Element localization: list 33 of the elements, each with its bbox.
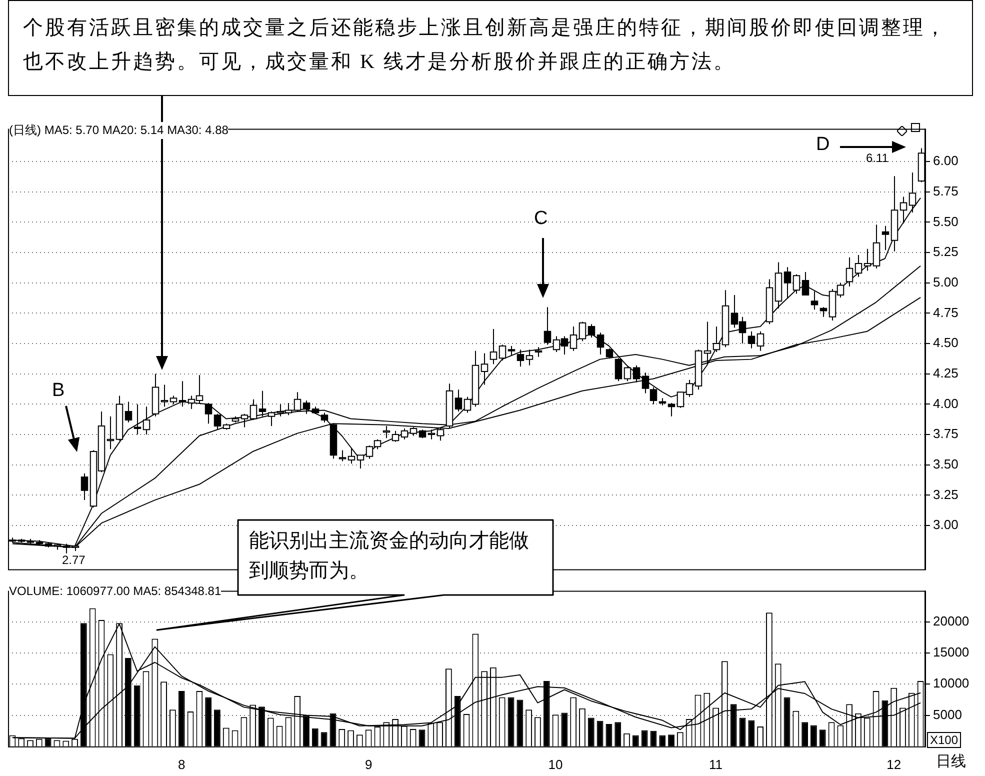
y-tick-label: 4.25 xyxy=(933,365,958,380)
y-tick-label: 5.25 xyxy=(933,244,958,260)
y-axis-title: X100 xyxy=(927,732,962,748)
chart-title: (日线) MA5: 5.70 MA20: 5.14 MA30: 4.88 xyxy=(9,122,228,139)
x-axis-title: 日线 xyxy=(936,752,966,771)
annotation: B xyxy=(52,380,65,402)
chart-title: VOLUME: 1060977.00 MA5: 854348.81 xyxy=(9,584,222,598)
y-tick-label: 4.75 xyxy=(933,304,958,320)
annotation: C xyxy=(534,208,548,230)
y-tick-label: 10000 xyxy=(933,676,970,691)
annotation: 2.77 xyxy=(62,553,86,567)
x-tick-label: 10 xyxy=(548,756,563,772)
text: 个股有活跃且密集的成交量之后还能稳步上涨且创新高是强庄的特征，期间股价即使回调整理，也不改上升趋势。可见，成交量和 K 线才是分析股价并跟庄的正确方法。 xyxy=(8,0,973,96)
y-tick-label: 4.50 xyxy=(933,335,958,350)
y-tick-label: 4.00 xyxy=(933,396,958,411)
x-tick-label: 8 xyxy=(178,756,186,772)
y-tick-label: 5.50 xyxy=(933,214,958,229)
y-tick-label: 15000 xyxy=(933,644,970,660)
annotation: 能识别出主流资金的动向才能做到顺势而为。 xyxy=(248,529,530,584)
y-tick-label: 3.25 xyxy=(933,486,958,502)
y-tick-label: 3.00 xyxy=(933,517,958,532)
y-tick-label: 6.00 xyxy=(933,153,958,168)
x-tick-label: 12 xyxy=(886,756,902,772)
y-tick-label: 3.75 xyxy=(933,426,958,442)
annotation: D xyxy=(816,134,830,156)
x-tick-label: 11 xyxy=(709,756,723,772)
y-tick-label: 5.00 xyxy=(933,274,958,290)
annotation: 6.11 xyxy=(866,151,888,165)
x-tick-label: 9 xyxy=(364,756,372,772)
y-tick-label: 5.75 xyxy=(933,183,958,198)
y-tick-label: 20000 xyxy=(933,614,970,628)
y-tick-label: 5000 xyxy=(933,706,962,722)
y-tick-label: 3.50 xyxy=(933,456,958,472)
